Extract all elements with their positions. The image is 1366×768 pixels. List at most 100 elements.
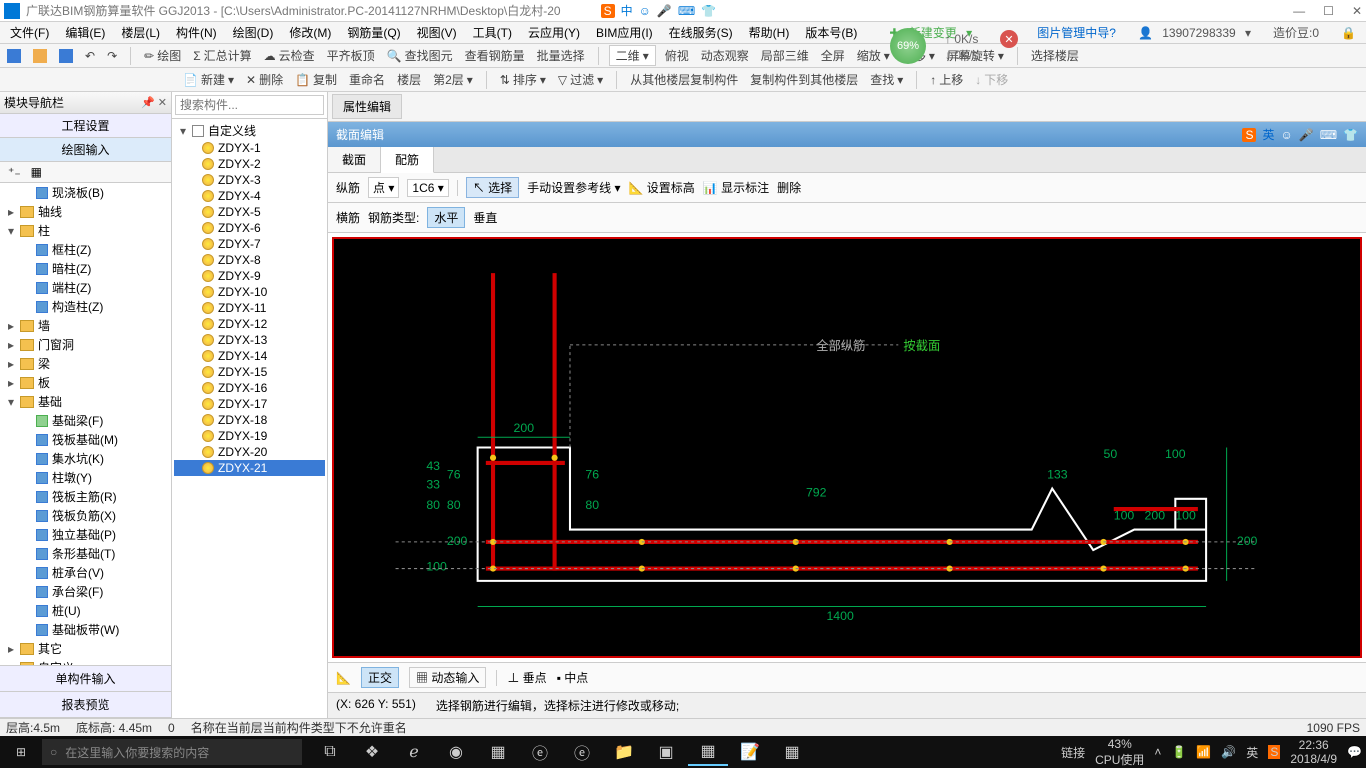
select-floor-button[interactable]: 选择楼层 (1028, 46, 1082, 65)
app-icon[interactable]: ▦ (772, 738, 812, 766)
app-icon[interactable]: ❖ (352, 738, 392, 766)
notifications-icon[interactable]: 💬 (1347, 745, 1362, 759)
tab-icon[interactable]: ▦ (26, 165, 47, 179)
section-draw[interactable]: 绘图输入 (0, 138, 171, 162)
menu-rebar[interactable]: 钢筋量(Q) (341, 22, 406, 43)
menu-component[interactable]: 构件(N) (170, 22, 223, 43)
component-item[interactable]: ZDYX-1 (174, 140, 325, 156)
ime-icon[interactable]: 🎤 (1299, 128, 1314, 142)
component-item[interactable]: ZDYX-15 (174, 364, 325, 380)
tab-section[interactable]: 截面 (328, 147, 381, 172)
menu-online[interactable]: 在线服务(S) (663, 22, 739, 43)
menu-view[interactable]: 视图(V) (411, 22, 463, 43)
taskbar-clock[interactable]: 22:36 2018/4/9 (1290, 738, 1337, 767)
tree-node[interactable]: 端柱(Z) (0, 278, 171, 297)
menu-cloud[interactable]: 云应用(Y) (522, 22, 586, 43)
toggle-horizontal[interactable]: 水平 (427, 207, 465, 228)
zoom-button[interactable]: 缩放 ▾ (854, 46, 893, 65)
sum-button[interactable]: Σ 汇总计算 (190, 46, 254, 65)
tray-battery-icon[interactable]: 🔋 (1171, 745, 1186, 759)
tree-node[interactable]: 条形基础(T) (0, 544, 171, 563)
menu-bim[interactable]: BIM应用(I) (590, 22, 659, 43)
filter-button[interactable]: ▽ 过滤 ▾ (555, 70, 606, 89)
component-item[interactable]: ZDYX-6 (174, 220, 325, 236)
tree-node[interactable]: 构造柱(Z) (0, 297, 171, 316)
delete-button[interactable]: 删除 (777, 179, 801, 196)
component-item[interactable]: ZDYX-11 (174, 300, 325, 316)
taskbar-search[interactable]: ○ 在这里输入你要搜索的内容 (42, 739, 302, 765)
menu-edit[interactable]: 编辑(E) (59, 22, 111, 43)
tree-node[interactable]: 柱墩(Y) (0, 468, 171, 487)
axis-icon[interactable]: 📐 (336, 671, 351, 685)
cloud-check-button[interactable]: ☁ 云检查 (261, 46, 318, 65)
ime-lang[interactable]: 中 (621, 2, 633, 19)
view-rebar-button[interactable]: 查看钢筋量 (462, 46, 528, 65)
component-item[interactable]: ZDYX-16 (174, 380, 325, 396)
copy-to-button[interactable]: 复制构件到其他楼层 (747, 70, 861, 89)
component-item[interactable]: ZDYX-13 (174, 332, 325, 348)
menu-draw[interactable]: 绘图(D) (227, 22, 280, 43)
tab-icon[interactable]: ⁺₋ (3, 165, 26, 179)
component-item[interactable]: ZDYX-10 (174, 284, 325, 300)
new-comp-button[interactable]: 📄 新建 ▾ (180, 70, 237, 89)
mid-snap[interactable]: ▪ 中点 (557, 669, 589, 686)
local3d-button[interactable]: 局部三维 (758, 46, 812, 65)
tree-node[interactable]: 基础板带(W) (0, 620, 171, 639)
app-icon[interactable]: ▣ (646, 738, 686, 766)
ime-icon[interactable]: 🎤 (657, 4, 672, 18)
section-project[interactable]: 工程设置 (0, 114, 171, 138)
component-item[interactable]: ZDYX-19 (174, 428, 325, 444)
menu-floor[interactable]: 楼层(L) (115, 22, 166, 43)
tree-node[interactable]: 筏板基础(M) (0, 430, 171, 449)
tree-node[interactable]: ▸轴线 (0, 202, 171, 221)
component-item[interactable]: ZDYX-4 (174, 188, 325, 204)
menu-version[interactable]: 版本号(B) (799, 22, 863, 43)
tree-node[interactable]: 筏板主筋(R) (0, 487, 171, 506)
close-button[interactable]: ✕ (1352, 4, 1362, 18)
component-item[interactable]: ZDYX-14 (174, 348, 325, 364)
tree-node[interactable]: ▸墙 (0, 316, 171, 335)
tray-up-icon[interactable]: ˄ (1154, 745, 1161, 759)
delete-comp-button[interactable]: ✕ 删除 (243, 70, 286, 89)
ime-sogou-icon[interactable]: S (1242, 128, 1256, 142)
start-button[interactable]: ⊞ (4, 738, 38, 766)
menu-modify[interactable]: 修改(M) (283, 22, 337, 43)
component-item[interactable]: ZDYX-21 (174, 460, 325, 476)
undo-button[interactable]: ↶ (82, 48, 98, 64)
ortho-toggle[interactable]: 正交 (361, 667, 399, 688)
component-item[interactable]: ZDYX-7 (174, 236, 325, 252)
minimize-button[interactable]: — (1293, 4, 1305, 18)
fullscreen-button[interactable]: 全屏 (818, 46, 848, 65)
menu-tool[interactable]: 工具(T) (467, 22, 518, 43)
tree-node[interactable]: 独立基础(P) (0, 525, 171, 544)
tray-volume-icon[interactable]: 🔊 (1221, 745, 1236, 759)
tray-ime-icon[interactable]: 英 (1246, 744, 1258, 761)
tree-node[interactable]: 暗柱(Z) (0, 259, 171, 278)
app-icon[interactable]: ◉ (436, 738, 476, 766)
tree-node[interactable]: 桩承台(V) (0, 563, 171, 582)
open-button[interactable] (30, 48, 50, 64)
lock-icon[interactable]: 🔒 (1335, 24, 1362, 42)
category-tree[interactable]: 现浇板(B)▸轴线▾柱框柱(Z)暗柱(Z)端柱(Z)构造柱(Z)▸墙▸门窗洞▸梁… (0, 183, 171, 665)
tree-node[interactable]: ▸其它 (0, 639, 171, 658)
app-icon[interactable]: ▦ (478, 738, 518, 766)
ime-icon[interactable]: ☺ (639, 4, 651, 18)
ime-sogou-icon[interactable]: S (601, 4, 615, 18)
component-item[interactable]: ZDYX-20 (174, 444, 325, 460)
rename-button[interactable]: 重命名 (346, 70, 388, 89)
copy-comp-button[interactable]: 📋 复制 (292, 70, 340, 89)
component-item[interactable]: ZDYX-18 (174, 412, 325, 428)
component-item[interactable]: ZDYX-17 (174, 396, 325, 412)
section-canvas[interactable]: 全部纵筋 按截面 200 1400 200 76 76 80 80 200 79… (332, 237, 1362, 658)
ie-icon[interactable]: ⓔ (562, 738, 602, 766)
pin-icon[interactable]: 📌 ✕ (141, 96, 167, 109)
component-item[interactable]: ZDYX-3 (174, 172, 325, 188)
tree-node[interactable]: ▾柱 (0, 221, 171, 240)
ime-icon[interactable]: 👕 (701, 4, 716, 18)
tree-node[interactable]: 框柱(Z) (0, 240, 171, 259)
tray-link[interactable]: 链接 (1061, 744, 1085, 761)
tray-network-icon[interactable]: 📶 (1196, 745, 1211, 759)
tree-node[interactable]: ▸板 (0, 373, 171, 392)
toggle-vertical[interactable]: 垂直 (473, 209, 497, 226)
app-icon-active[interactable]: ▦ (688, 738, 728, 766)
